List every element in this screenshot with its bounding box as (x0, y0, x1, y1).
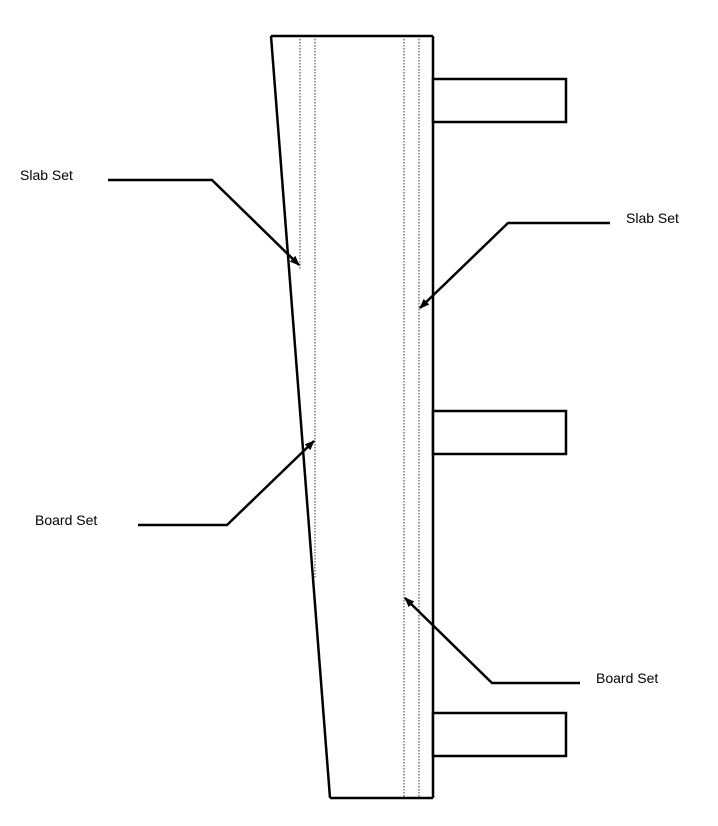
support-block-middle (431, 409, 568, 456)
slab-set-right-leader (419, 221, 610, 309)
support-block-top (431, 77, 568, 124)
leader-lines (108, 178, 610, 685)
support-block-bottom (431, 711, 568, 758)
slab-set-left-leader (108, 178, 300, 266)
board-set-right-label: Board Set (596, 670, 658, 686)
board-set-left-label: Board Set (35, 512, 97, 528)
board-set-left-leader (138, 440, 315, 527)
log-outline (269, 34, 435, 800)
board-set-right-leader (404, 597, 580, 685)
cut-lines (299, 36, 420, 798)
log-tapered-left-edge (269, 35, 332, 799)
slab-set-left-label: Slab Set (20, 167, 73, 183)
support-blocks (431, 77, 568, 758)
slab-set-right-label: Slab Set (626, 210, 679, 226)
